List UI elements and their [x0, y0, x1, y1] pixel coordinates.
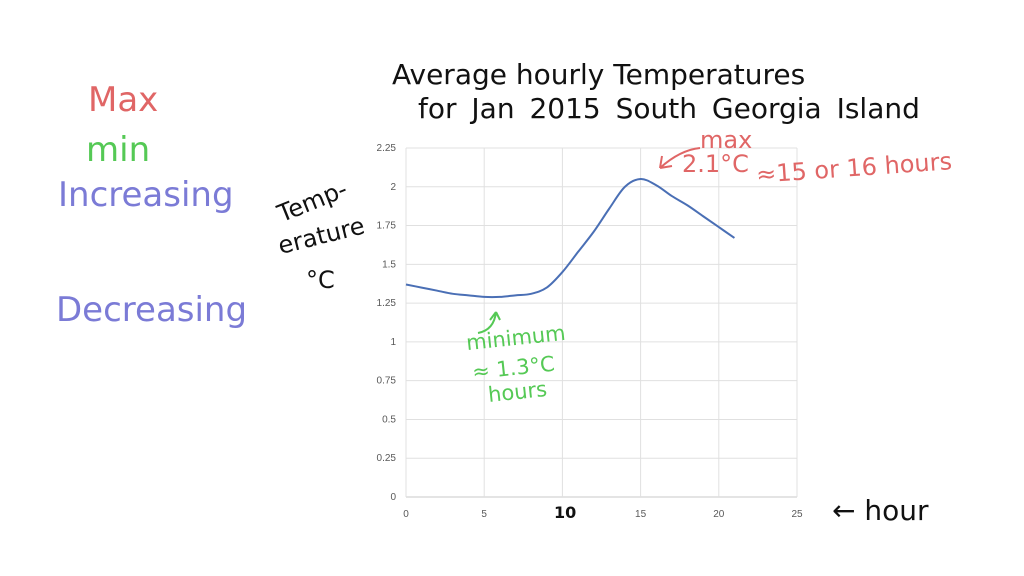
- y-tick-label: 1: [390, 337, 396, 348]
- y-tick-label: 2: [390, 182, 396, 193]
- chart-title-line1: Average hourly Temperatures: [392, 58, 806, 91]
- note-min: min: [86, 130, 151, 170]
- x-tick-10-handwritten: 10: [554, 503, 577, 522]
- chart-grid: [405, 147, 798, 498]
- x-tick-label: 20: [713, 509, 725, 520]
- y-tick-label: 1.5: [382, 259, 396, 270]
- y-axis-label-3: °C: [306, 266, 335, 294]
- y-tick-label: 0.5: [382, 414, 396, 425]
- y-tick-label: 0: [390, 492, 396, 503]
- y-tick-label: 0.25: [377, 453, 397, 464]
- note-max: Max: [88, 80, 159, 120]
- max-annotation-line2: 2.1°C: [682, 150, 749, 178]
- y-tick-label: 0.75: [377, 376, 397, 387]
- x-axis-ticks: 0 5 15 20 25: [403, 509, 803, 520]
- max-arrow-icon: [659, 147, 701, 169]
- y-tick-label: 1.25: [377, 298, 397, 309]
- x-axis-label: ← hour: [832, 494, 929, 527]
- x-tick-label: 0: [403, 509, 409, 520]
- note-increasing: Increasing: [58, 175, 234, 215]
- chart-title-line2: for Jan 2015 South Georgia Island: [418, 92, 920, 125]
- min-arrow-icon: [477, 311, 501, 334]
- x-tick-label: 25: [791, 509, 803, 520]
- note-decreasing: Decreasing: [56, 290, 248, 330]
- y-axis-ticks: 0 0.25 0.5 0.75 1 1.25 1.5 1.75 2 2.25: [377, 143, 397, 503]
- max-annotation-line1: max: [700, 126, 753, 154]
- y-tick-label: 2.25: [377, 143, 397, 154]
- temperature-line: [405, 178, 736, 299]
- x-tick-label: 15: [635, 509, 647, 520]
- y-tick-label: 1.75: [377, 221, 397, 232]
- x-tick-label: 5: [481, 509, 487, 520]
